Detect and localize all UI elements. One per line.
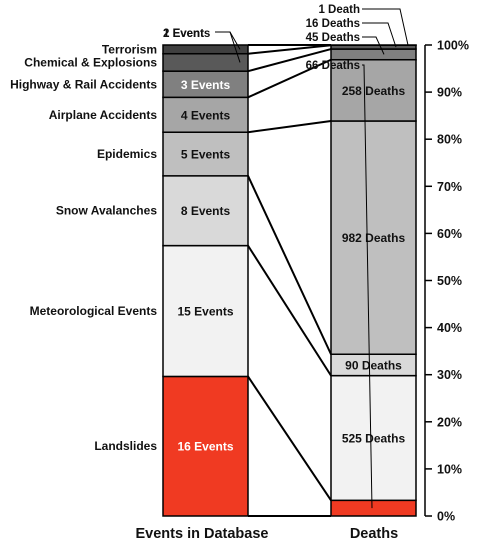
connector-line xyxy=(247,58,332,99)
y-tick-label: 40% xyxy=(437,321,462,335)
category-label-terrorism: Terrorism xyxy=(102,42,157,56)
connector-line xyxy=(247,245,332,377)
connector-line xyxy=(247,120,332,134)
events-segment-landslides xyxy=(162,375,249,517)
death-count-label: 16 Deaths xyxy=(306,18,360,30)
event-count-label: 16 Events xyxy=(177,440,233,454)
y-tick-label: 10% xyxy=(437,462,462,476)
category-label-chemical-and-explosions: Chemical & Explosions xyxy=(24,55,157,69)
events-segment-airplane-accidents xyxy=(162,96,249,133)
connector-line xyxy=(247,44,332,55)
events-segment-epidemics xyxy=(162,131,249,177)
death-count-label: 90 Deaths xyxy=(345,358,402,372)
category-label-epidemics: Epidemics xyxy=(97,147,157,161)
y-axis: 0% 10% 20% 30% 40% 50% 60% 70% 80% 90% 100% xyxy=(424,39,469,524)
event-count-label: 5 Events xyxy=(181,148,231,162)
events-bar: 16 Events 15 Events 8 Events 5 Events 4 Even… xyxy=(162,44,249,517)
category-label-snow-avalanches: Snow Avalanches xyxy=(56,204,157,218)
y-tick-label: 90% xyxy=(437,86,462,100)
y-tick-label: 0% xyxy=(437,510,455,524)
y-tick-label: 60% xyxy=(437,227,462,241)
callout-leader xyxy=(362,8,409,46)
death-count-label: 45 Deaths xyxy=(306,32,360,44)
y-tick-label: 20% xyxy=(437,415,462,429)
y-tick-label: 50% xyxy=(437,274,462,288)
deaths-segment-landslides xyxy=(330,499,417,517)
category-label-highway-and-rail-accidents: Highway & Rail Accidents xyxy=(10,77,157,91)
event-count-label: 3 Events xyxy=(181,78,231,92)
event-count-label: 4 Events xyxy=(181,108,231,122)
events-segment-chemical-and-explosions xyxy=(162,52,249,72)
death-count-label: 525 Deaths xyxy=(342,431,406,445)
event-count-label: 15 Events xyxy=(177,305,233,319)
death-count-label: 258 Deaths xyxy=(342,84,406,98)
deaths-axis-title: Deaths xyxy=(350,526,398,542)
event-count-label: 1 Event xyxy=(163,28,204,40)
connector-lines xyxy=(247,44,332,517)
callout-leader xyxy=(362,64,373,509)
events-segment-terrorism xyxy=(162,44,249,55)
deaths-segment-meteorological-events xyxy=(330,374,417,502)
y-tick-label: 100% xyxy=(437,39,469,53)
y-tick-label: 70% xyxy=(437,180,462,194)
y-tick-label: 30% xyxy=(437,368,462,382)
death-count-label: 66 Deaths xyxy=(306,60,360,72)
category-label-airplane-accidents: Airplane Accidents xyxy=(49,108,158,122)
callout-leader xyxy=(362,22,397,48)
death-count-label: 982 Deaths xyxy=(342,231,406,245)
connector-line xyxy=(247,375,332,501)
category-label-meteorological-events: Meteorological Events xyxy=(30,304,158,318)
events-axis-title: Events in Database xyxy=(136,526,269,542)
events-segment-meteorological-events xyxy=(162,244,249,378)
category-labels: Landslides Meteorological Events Snow Aval… xyxy=(10,42,157,453)
death-count-label: 1 Death xyxy=(318,4,360,16)
callout-leader xyxy=(362,36,385,55)
deaths-segment-highway-and-rail-accidents xyxy=(330,48,417,61)
category-label-landslides: Landslides xyxy=(94,439,157,453)
connector-line xyxy=(247,175,332,355)
deaths-bar: 525 Deaths 90 Deaths 982 Deaths 258 Deaths xyxy=(330,44,417,517)
event-count-label: 8 Events xyxy=(181,204,231,218)
callout-leader xyxy=(215,31,241,50)
deaths-segment-airplane-accidents xyxy=(330,58,417,122)
y-tick-label: 80% xyxy=(437,133,462,147)
connector-line xyxy=(247,48,332,73)
event-count-label: 2 Events xyxy=(163,28,210,40)
events-segment-highway-and-rail-accidents xyxy=(162,70,249,99)
